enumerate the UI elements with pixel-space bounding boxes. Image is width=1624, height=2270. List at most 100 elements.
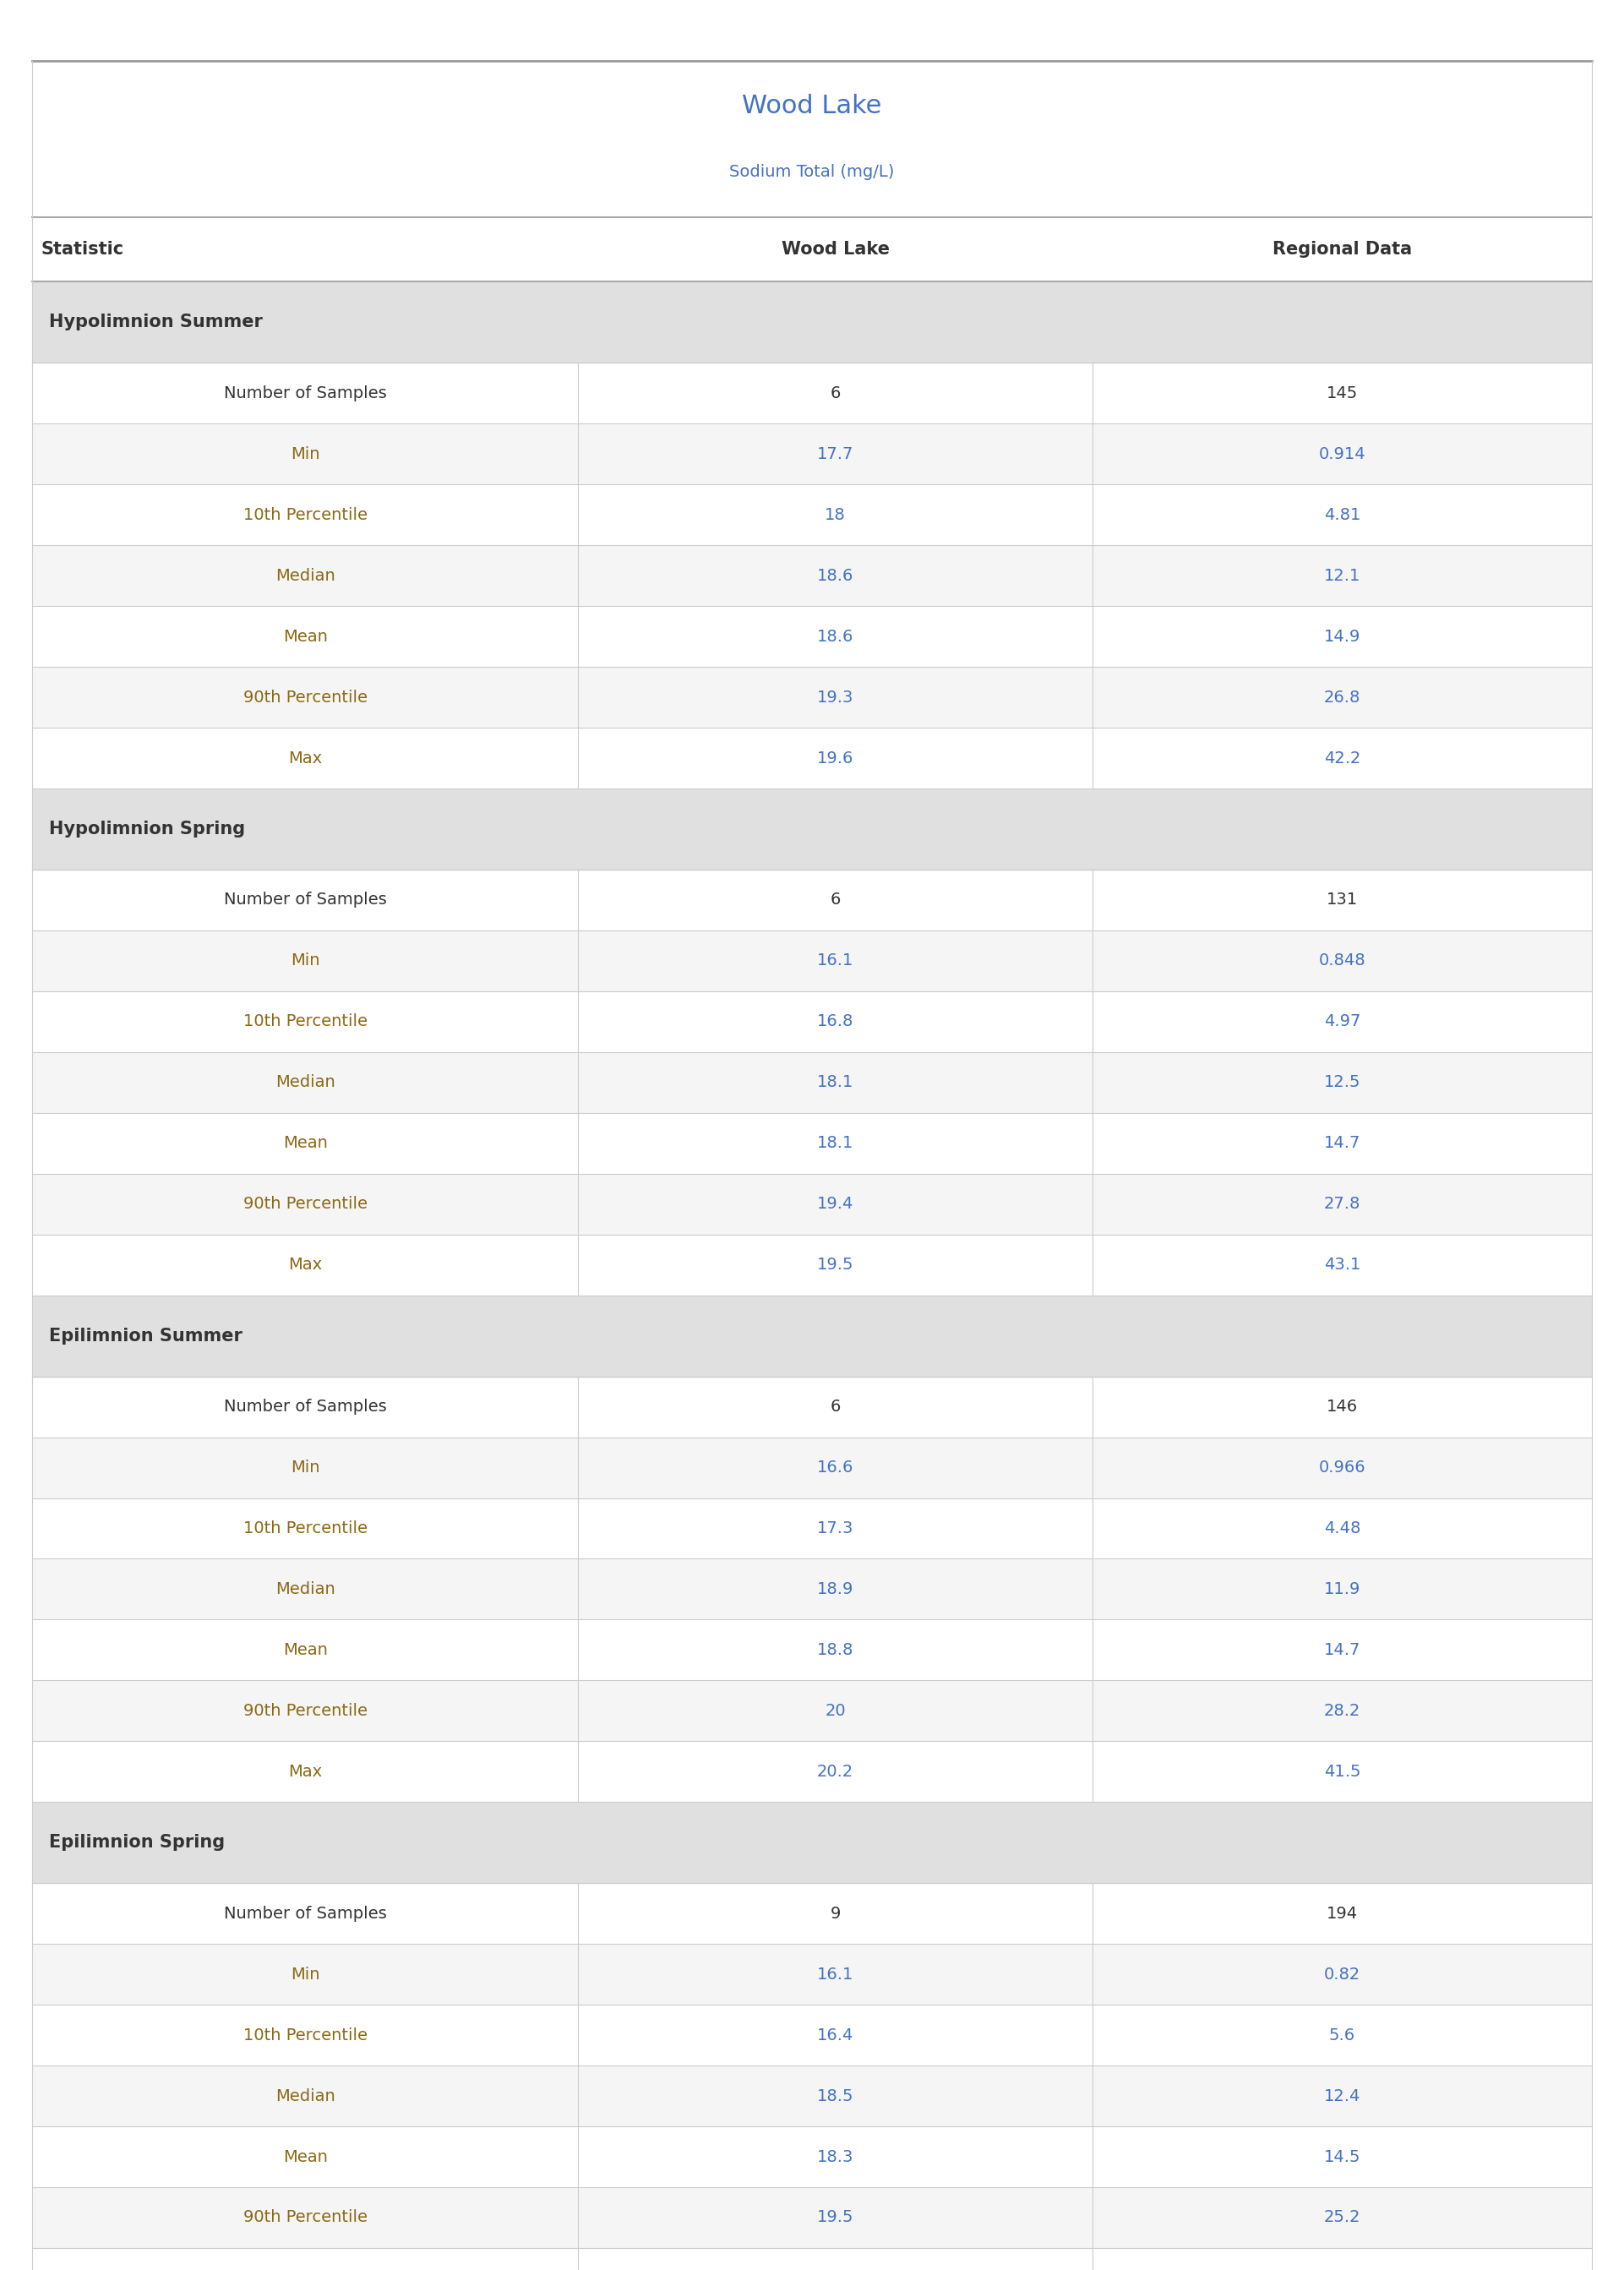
Text: 18.3: 18.3 xyxy=(817,2150,854,2166)
Text: 194: 194 xyxy=(1327,1905,1358,1923)
Text: 14.9: 14.9 xyxy=(1324,629,1361,645)
Text: 11.9: 11.9 xyxy=(1324,1582,1361,1598)
Text: Regional Data: Regional Data xyxy=(1272,241,1411,259)
Text: 10th Percentile: 10th Percentile xyxy=(244,1521,367,1537)
Text: Min: Min xyxy=(291,953,320,969)
Text: Epilimnion Summer: Epilimnion Summer xyxy=(49,1328,242,1344)
Text: 14.5: 14.5 xyxy=(1324,2150,1361,2166)
Text: 41.5: 41.5 xyxy=(1324,1764,1361,1780)
Text: 6: 6 xyxy=(830,386,841,402)
Text: 0.966: 0.966 xyxy=(1319,1460,1366,1476)
Text: 14.7: 14.7 xyxy=(1324,1135,1361,1151)
Bar xyxy=(32,1051,1592,1112)
Text: Wood Lake: Wood Lake xyxy=(781,241,890,259)
Text: Median: Median xyxy=(276,1074,335,1090)
Text: 0.82: 0.82 xyxy=(1324,1966,1361,1982)
Text: 17.3: 17.3 xyxy=(817,1521,854,1537)
Bar xyxy=(32,667,1592,729)
Text: 6: 6 xyxy=(830,892,841,908)
Text: 17.7: 17.7 xyxy=(817,445,854,463)
Bar xyxy=(32,1943,1592,2004)
Bar xyxy=(32,1174,1592,1235)
Bar xyxy=(32,931,1592,992)
Text: 19.4: 19.4 xyxy=(817,1196,854,1212)
Text: Max: Max xyxy=(289,1258,322,1273)
Bar xyxy=(32,424,1592,484)
Text: Median: Median xyxy=(276,1582,335,1598)
Text: Hypolimnion Summer: Hypolimnion Summer xyxy=(49,313,263,331)
Bar xyxy=(32,281,1592,363)
Text: 90th Percentile: 90th Percentile xyxy=(244,1702,367,1718)
Text: 18: 18 xyxy=(825,506,846,522)
Bar xyxy=(32,2188,1592,2247)
Text: 19.3: 19.3 xyxy=(817,690,854,706)
Text: Max: Max xyxy=(289,1764,322,1780)
Text: Number of Samples: Number of Samples xyxy=(224,1905,387,1923)
Bar xyxy=(32,1802,1592,1884)
Text: 145: 145 xyxy=(1327,386,1358,402)
Text: Number of Samples: Number of Samples xyxy=(224,892,387,908)
Text: 25.2: 25.2 xyxy=(1324,2209,1361,2225)
Text: 16.4: 16.4 xyxy=(817,2027,854,2043)
Text: Mean: Mean xyxy=(283,629,328,645)
Text: 43.1: 43.1 xyxy=(1324,1258,1361,1273)
Text: 90th Percentile: 90th Percentile xyxy=(244,1196,367,1212)
Text: Mean: Mean xyxy=(283,2150,328,2166)
Text: Median: Median xyxy=(276,2088,335,2104)
Bar xyxy=(32,1296,1592,1376)
Text: 26.8: 26.8 xyxy=(1324,690,1361,706)
Text: Max: Max xyxy=(289,749,322,767)
Text: 0.848: 0.848 xyxy=(1319,953,1366,969)
Bar xyxy=(32,788,1592,869)
Text: 9: 9 xyxy=(830,1905,841,1923)
Text: Number of Samples: Number of Samples xyxy=(224,386,387,402)
Text: Min: Min xyxy=(291,1966,320,1982)
Text: Sodium Total (mg/L): Sodium Total (mg/L) xyxy=(729,163,895,179)
Bar xyxy=(32,729,1592,788)
Text: Median: Median xyxy=(276,568,335,583)
Bar xyxy=(32,1619,1592,1680)
Bar xyxy=(32,1559,1592,1619)
Text: 20.2: 20.2 xyxy=(817,1764,854,1780)
Bar xyxy=(32,606,1592,667)
Bar xyxy=(32,1235,1592,1296)
Text: 16.6: 16.6 xyxy=(817,1460,854,1476)
Text: Min: Min xyxy=(291,445,320,463)
Text: 42.2: 42.2 xyxy=(1324,749,1361,767)
Text: 14.7: 14.7 xyxy=(1324,1641,1361,1657)
Text: 146: 146 xyxy=(1327,1398,1358,1414)
Text: 18.8: 18.8 xyxy=(817,1641,854,1657)
Text: 18.5: 18.5 xyxy=(817,2088,854,2104)
Bar xyxy=(32,484,1592,545)
Text: 4.97: 4.97 xyxy=(1324,1015,1361,1031)
Text: 131: 131 xyxy=(1327,892,1358,908)
Bar xyxy=(32,1498,1592,1559)
Bar xyxy=(32,1437,1592,1498)
Bar xyxy=(32,1376,1592,1437)
Text: 0.914: 0.914 xyxy=(1319,445,1366,463)
Text: 10th Percentile: 10th Percentile xyxy=(244,1015,367,1031)
Text: 90th Percentile: 90th Percentile xyxy=(244,2209,367,2225)
Text: 12.5: 12.5 xyxy=(1324,1074,1361,1090)
Text: 10th Percentile: 10th Percentile xyxy=(244,506,367,522)
Text: 18.6: 18.6 xyxy=(817,629,854,645)
Text: 19.5: 19.5 xyxy=(817,2209,854,2225)
Bar xyxy=(32,2127,1592,2188)
Text: 19.6: 19.6 xyxy=(817,749,854,767)
Text: Min: Min xyxy=(291,1460,320,1476)
Text: 5.6: 5.6 xyxy=(1328,2027,1354,2043)
Text: 90th Percentile: 90th Percentile xyxy=(244,690,367,706)
Text: 18.9: 18.9 xyxy=(817,1582,854,1598)
Text: 6: 6 xyxy=(830,1398,841,1414)
Bar xyxy=(32,1680,1592,1741)
Bar xyxy=(32,1884,1592,1943)
Text: 28.2: 28.2 xyxy=(1324,1702,1361,1718)
Text: 4.48: 4.48 xyxy=(1324,1521,1361,1537)
Text: Hypolimnion Spring: Hypolimnion Spring xyxy=(49,822,245,838)
Text: 19.5: 19.5 xyxy=(817,1258,854,1273)
Bar xyxy=(32,2004,1592,2066)
Bar xyxy=(32,2066,1592,2127)
Bar xyxy=(32,545,1592,606)
Text: 20: 20 xyxy=(825,1702,846,1718)
Text: Wood Lake: Wood Lake xyxy=(742,93,882,118)
